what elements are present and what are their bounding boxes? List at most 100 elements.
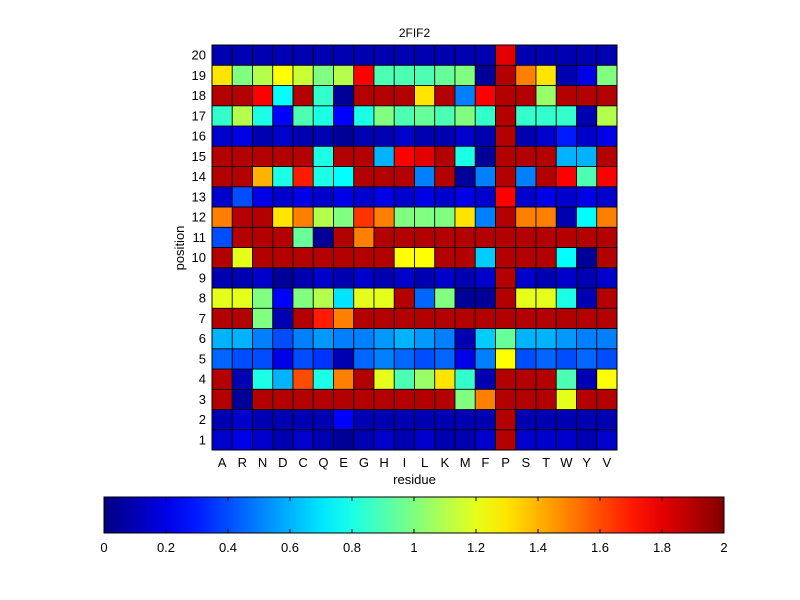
heatmap-cell <box>596 206 618 228</box>
heatmap-cell <box>474 368 496 390</box>
heatmap-cell <box>414 226 436 248</box>
heatmap-cell <box>353 388 375 410</box>
x-axis-label: residue <box>393 472 436 487</box>
heatmap-cell <box>535 206 557 228</box>
heatmap-cell <box>312 125 334 147</box>
heatmap-cell <box>252 328 274 350</box>
heatmap-cell <box>555 44 577 66</box>
heatmap-cell <box>576 206 598 228</box>
heatmap-cell <box>211 368 233 390</box>
heatmap-cell <box>272 125 294 147</box>
heatmap-cell <box>434 186 456 208</box>
heatmap-cell <box>474 307 496 329</box>
heatmap-cell <box>373 105 395 127</box>
heatmap-cell <box>211 267 233 289</box>
heatmap-cell <box>454 85 476 107</box>
heatmap-cell <box>414 125 436 147</box>
heatmap-cell <box>292 348 314 370</box>
heatmap-cell <box>312 328 334 350</box>
heatmap-cell <box>373 348 395 370</box>
heatmap-cell <box>474 166 496 188</box>
heatmap-cell <box>211 287 233 309</box>
heatmap-cell <box>495 125 517 147</box>
heatmap-cell <box>333 307 355 329</box>
heatmap-cell <box>414 429 436 451</box>
heatmap-cell <box>252 105 274 127</box>
heatmap-cell <box>312 388 334 410</box>
heatmap-cell <box>292 429 314 451</box>
heatmap-cell <box>474 85 496 107</box>
heatmap-cell <box>596 348 618 370</box>
heatmap-cell <box>474 186 496 208</box>
heatmap-cell <box>211 307 233 329</box>
heatmap-cell <box>576 186 598 208</box>
x-tick-label: L <box>421 455 428 470</box>
heatmap-cell <box>333 287 355 309</box>
x-tick-label: F <box>481 455 489 470</box>
heatmap-cell <box>596 267 618 289</box>
heatmap-cell <box>596 328 618 350</box>
heatmap-cell <box>272 429 294 451</box>
heatmap-cell <box>454 166 476 188</box>
heatmap-cell <box>434 125 456 147</box>
heatmap-cell <box>454 145 476 167</box>
heatmap-cell <box>231 206 253 228</box>
heatmap-cell <box>211 247 233 269</box>
y-tick-label: 10 <box>192 250 206 265</box>
heatmap-cell <box>312 206 334 228</box>
heatmap-cell <box>515 307 537 329</box>
heatmap-cell <box>434 429 456 451</box>
heatmap-cell <box>333 105 355 127</box>
heatmap-cell <box>596 287 618 309</box>
heatmap-cell <box>231 307 253 329</box>
heatmap-cell <box>474 44 496 66</box>
heatmap-cell <box>272 64 294 86</box>
heatmap-cell <box>414 368 436 390</box>
heatmap-cell <box>495 166 517 188</box>
heatmap-cell <box>474 125 496 147</box>
heatmap-cell <box>393 226 415 248</box>
heatmap-cell <box>272 368 294 390</box>
x-tick-label: E <box>339 455 348 470</box>
heatmap-cell <box>454 226 476 248</box>
heatmap-cell <box>515 85 537 107</box>
heatmap-cell <box>596 166 618 188</box>
heatmap-cell <box>252 226 274 248</box>
heatmap-cell <box>373 206 395 228</box>
heatmap-cell <box>576 145 598 167</box>
heatmap-cell <box>292 186 314 208</box>
heatmap-cell <box>576 429 598 451</box>
heatmap-cell <box>333 267 355 289</box>
heatmap-cell <box>515 44 537 66</box>
heatmap-cell <box>555 368 577 390</box>
heatmap-cell <box>535 145 557 167</box>
heatmap-cell <box>393 388 415 410</box>
heatmap-cell <box>414 247 436 269</box>
heatmap-cell <box>333 85 355 107</box>
heatmap-cell <box>596 186 618 208</box>
heatmap-cell <box>596 247 618 269</box>
heatmap-cell <box>495 44 517 66</box>
heatmap-cell <box>555 125 577 147</box>
heatmap-cell <box>515 125 537 147</box>
heatmap-cell <box>353 247 375 269</box>
heatmap-cell <box>373 368 395 390</box>
heatmap-cell <box>312 64 334 86</box>
heatmap-cell <box>292 267 314 289</box>
chart-title: 2FIF2 <box>399 26 431 40</box>
heatmap-cell <box>495 267 517 289</box>
heatmap-cell <box>434 388 456 410</box>
heatmap-cell <box>596 388 618 410</box>
heatmap-cell <box>211 226 233 248</box>
heatmap-cell <box>555 105 577 127</box>
heatmap-cell <box>312 105 334 127</box>
heatmap-cell <box>211 105 233 127</box>
y-tick-label: 19 <box>192 68 206 83</box>
heatmap-cell <box>515 105 537 127</box>
y-tick-label: 13 <box>192 189 206 204</box>
heatmap-cell <box>333 166 355 188</box>
heatmap-cell <box>576 44 598 66</box>
heatmap-cell <box>495 105 517 127</box>
